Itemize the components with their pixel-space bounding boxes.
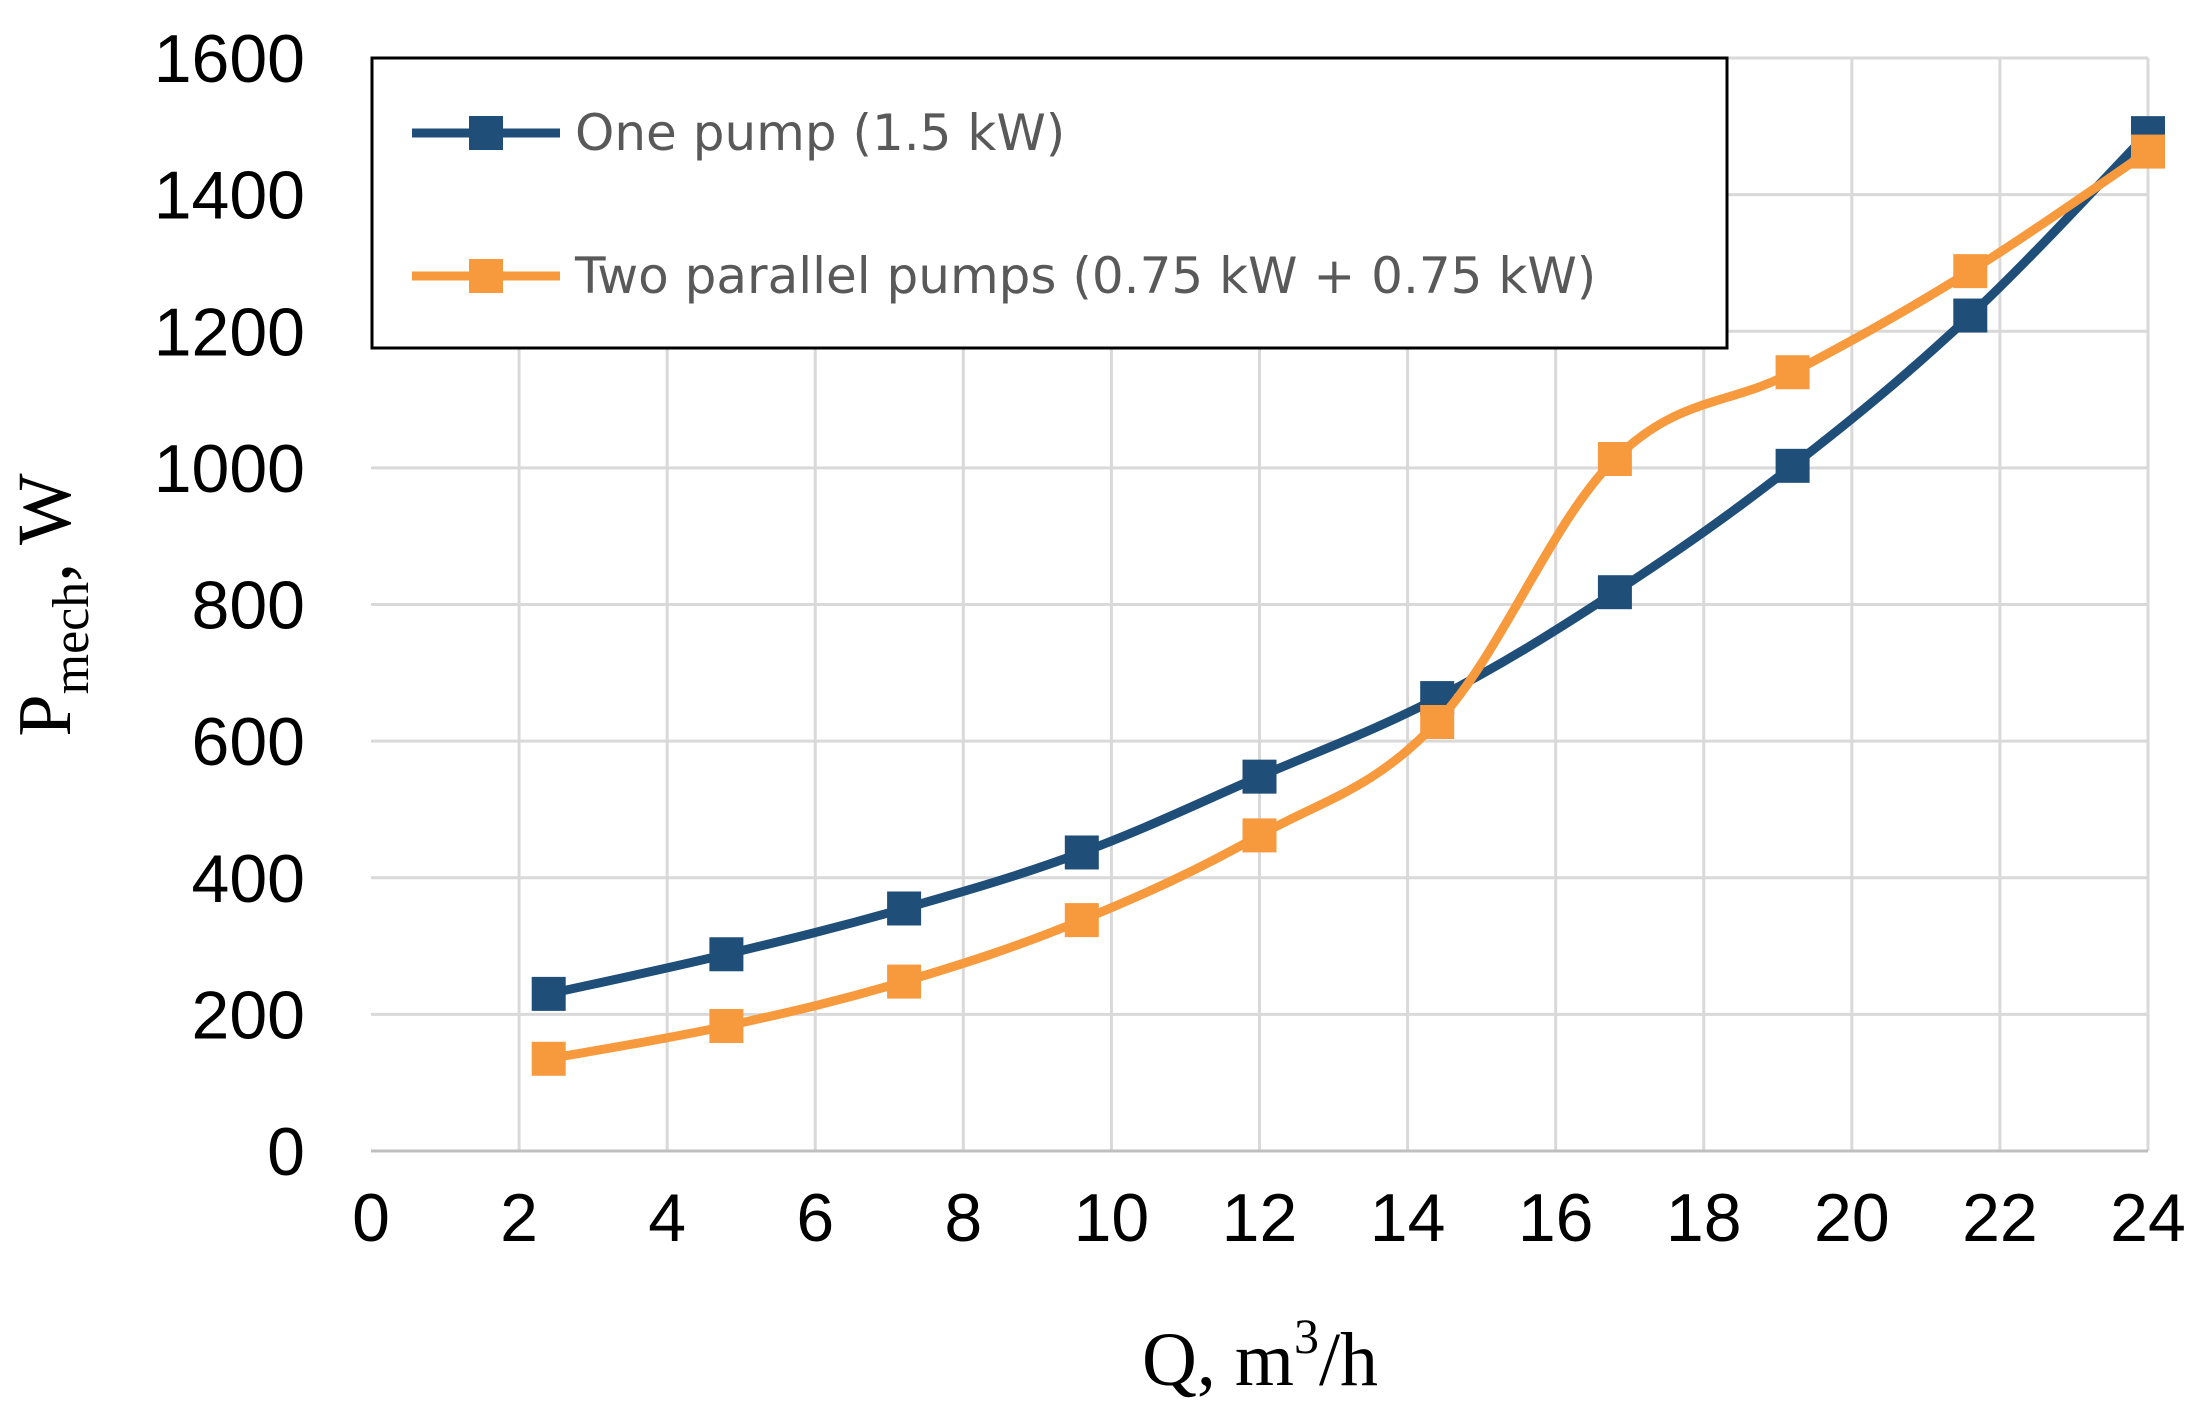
- y-tick-label: 1600: [154, 21, 305, 97]
- data-point: [1953, 298, 1988, 333]
- series-layer: [531, 116, 2165, 1076]
- series-line: [547, 130, 2152, 999]
- x-tick-label: 14: [1370, 1180, 1446, 1256]
- data-point: [1064, 835, 1099, 870]
- x-tick-label: 2: [500, 1180, 538, 1256]
- x-tick-label: 24: [2110, 1180, 2186, 1256]
- data-point: [887, 964, 922, 999]
- legend-box: [370, 56, 1729, 350]
- data-point: [709, 937, 744, 972]
- data-point: [1775, 448, 1810, 483]
- data-point: [2131, 134, 2165, 169]
- legend: One pump (1.5 kW) Two parallel pumps (0.7…: [370, 56, 1729, 350]
- data-point: [1953, 254, 1988, 289]
- x-tick-label: 12: [1222, 1180, 1298, 1256]
- y-tick-label: 600: [192, 704, 305, 780]
- x-tick-label: 16: [1518, 1180, 1594, 1256]
- series-2: [531, 134, 2165, 1076]
- x-tick-label: 8: [944, 1180, 982, 1256]
- series-line: [547, 147, 2151, 1064]
- legend-marker: [469, 116, 503, 150]
- x-tick-label: 22: [1962, 1180, 2038, 1256]
- legend-label: One pump (1.5 kW): [575, 104, 1065, 162]
- x-tick-label: 0: [352, 1180, 390, 1256]
- legend-label: Two parallel pumps (0.75 kW + 0.75 kW): [574, 247, 1596, 305]
- data-point: [709, 1008, 744, 1043]
- y-tick-label: 200: [192, 977, 305, 1053]
- legend-marker: [469, 259, 503, 293]
- x-tick-label: 10: [1074, 1180, 1150, 1256]
- y-tick-label: 1200: [154, 294, 305, 370]
- x-tick-label: 6: [796, 1180, 834, 1256]
- data-point: [531, 1041, 566, 1076]
- x-tick-label: 20: [1814, 1180, 1890, 1256]
- x-axis-title: Q, m3/h: [1142, 1308, 1378, 1402]
- x-tick-label: 4: [648, 1180, 686, 1256]
- data-point: [1597, 441, 1632, 476]
- y-tick-label: 1400: [154, 158, 305, 234]
- data-point: [887, 891, 922, 926]
- data-point: [1242, 818, 1277, 853]
- y-tick-label: 800: [192, 568, 305, 644]
- data-point: [1775, 355, 1810, 390]
- y-tick-label: 400: [192, 841, 305, 917]
- data-point: [1064, 903, 1099, 938]
- y-tick-label: 1000: [154, 431, 305, 507]
- series-1: [531, 116, 2165, 1011]
- legend-item: One pump (1.5 kW): [412, 104, 1065, 162]
- data-point: [1420, 704, 1455, 739]
- axes: 0 2 4 6 8 10 12 14 16 18 20 22 240200400600800100012…: [154, 21, 2186, 1256]
- x-tick-label: 18: [1666, 1180, 1742, 1256]
- data-point: [1597, 575, 1632, 610]
- data-point: [531, 976, 566, 1011]
- y-axis-title: Pmech, W: [3, 473, 100, 737]
- data-point: [1242, 759, 1277, 794]
- y-tick-label: 0: [267, 1114, 305, 1190]
- legend-item: Two parallel pumps (0.75 kW + 0.75 kW): [412, 247, 1596, 305]
